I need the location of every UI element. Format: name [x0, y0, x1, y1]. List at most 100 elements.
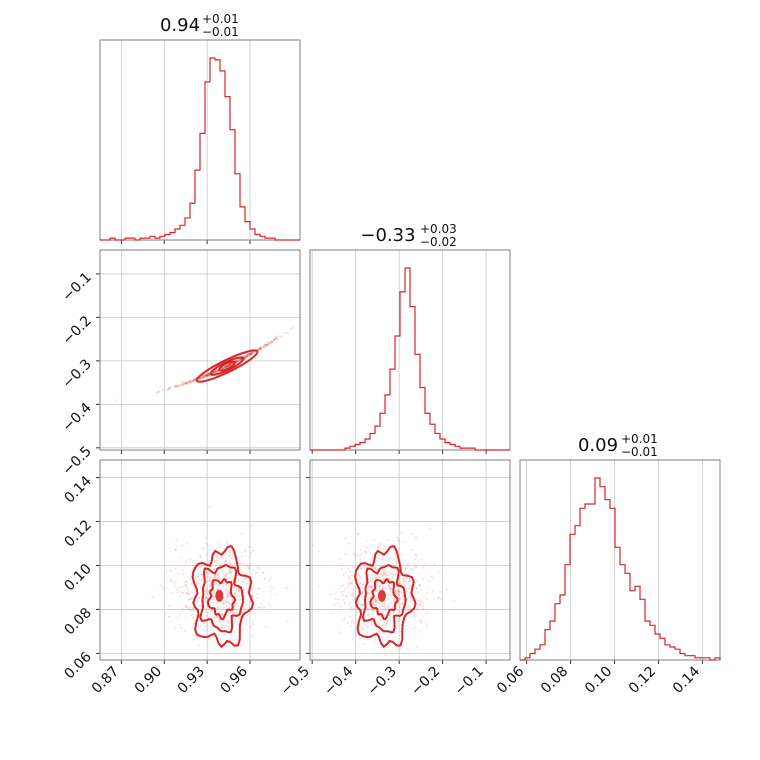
sample-point	[178, 594, 181, 598]
sample-point	[224, 583, 228, 586]
sample-point	[395, 562, 398, 565]
sample-point	[205, 374, 208, 377]
sample-point	[413, 586, 416, 589]
sample-point	[191, 380, 194, 383]
sample-point	[219, 620, 222, 623]
sample-point	[196, 580, 199, 583]
sample-point	[344, 553, 347, 556]
sample-point	[426, 592, 429, 595]
sample-point	[163, 388, 166, 391]
sample-point	[259, 347, 263, 350]
sample-point	[384, 654, 387, 657]
sample-point	[399, 580, 402, 583]
sample-point	[204, 596, 207, 599]
sample-point	[236, 595, 239, 598]
sample-point	[231, 611, 234, 614]
contour-level-1	[209, 356, 245, 376]
sample-point	[397, 597, 401, 600]
sample-point	[248, 567, 251, 570]
sample-point	[359, 637, 362, 640]
sample-point	[203, 375, 206, 378]
sample-point	[228, 364, 231, 367]
sample-point	[215, 368, 218, 372]
sample-point	[411, 532, 414, 535]
sample-point	[236, 358, 240, 361]
sample-point	[396, 649, 399, 652]
sample-point	[208, 631, 212, 635]
sample-point	[378, 556, 381, 560]
sample-point	[385, 621, 388, 624]
hist-panel-p1	[99, 39, 301, 244]
sample-point	[175, 538, 178, 541]
sample-point	[192, 610, 195, 613]
sample-point	[181, 591, 185, 595]
sample-point	[204, 374, 208, 377]
sample-point	[344, 537, 347, 540]
tick-label-y: 0.08	[61, 605, 94, 638]
sample-point	[415, 554, 418, 557]
sample-point	[221, 624, 224, 627]
sample-point	[216, 605, 219, 608]
sample-point	[185, 591, 188, 595]
tick-label-x: 0.06	[494, 663, 527, 696]
tick-label-y: 0.12	[61, 517, 94, 550]
sample-point	[207, 372, 210, 375]
sample-point	[262, 571, 265, 574]
pair-panel-p1-p3: 0.87 0.90 0.93 0.96 0.06 0.08 0.10 0.12 0.14	[61, 459, 301, 697]
sample-point	[401, 598, 404, 601]
sample-point	[403, 541, 406, 544]
sample-point	[342, 573, 345, 576]
sample-point	[189, 558, 192, 561]
sample-point	[368, 579, 371, 582]
sample-point	[261, 572, 264, 575]
sample-point	[227, 363, 230, 367]
sample-point	[361, 586, 364, 589]
sample-point	[226, 363, 229, 367]
sample-point	[207, 372, 210, 375]
sample-point	[228, 576, 231, 579]
histogram-p2	[310, 267, 510, 451]
sample-point	[201, 575, 204, 579]
sample-point	[437, 597, 440, 600]
sample-point	[227, 591, 230, 594]
sample-point	[251, 351, 254, 354]
sample-point	[198, 604, 201, 607]
sample-point	[227, 364, 230, 367]
sample-point	[346, 594, 349, 598]
sample-point	[391, 576, 394, 580]
tick-label-x: 0.08	[538, 664, 571, 697]
sample-point	[198, 378, 201, 381]
sample-point	[222, 366, 226, 370]
sample-point	[208, 572, 211, 575]
sample-point	[189, 570, 192, 573]
sample-point	[228, 611, 231, 614]
sample-point	[218, 611, 221, 614]
sample-point	[381, 587, 384, 590]
sample-point	[381, 604, 384, 607]
sample-point	[169, 580, 172, 583]
sample-point	[221, 587, 224, 590]
sample-point	[228, 362, 231, 366]
sample-point	[365, 539, 368, 542]
sample-point	[240, 562, 243, 565]
sample-point	[404, 624, 407, 627]
sample-point	[408, 586, 411, 590]
sample-point	[383, 609, 386, 612]
sample-point	[175, 579, 178, 582]
sample-point	[360, 566, 363, 569]
sample-point	[415, 599, 418, 602]
sample-point	[173, 385, 176, 388]
sample-point	[252, 582, 255, 585]
sample-point	[403, 583, 406, 586]
sample-point	[341, 562, 344, 566]
sample-point	[371, 573, 374, 577]
sample-point	[201, 376, 204, 379]
sample-point	[253, 351, 256, 354]
sample-point	[189, 380, 192, 384]
sample-point	[174, 567, 177, 570]
sample-point	[210, 608, 213, 612]
sample-point	[358, 582, 361, 585]
sample-point	[395, 561, 398, 564]
sample-point	[381, 586, 384, 589]
sample-point	[418, 584, 421, 587]
